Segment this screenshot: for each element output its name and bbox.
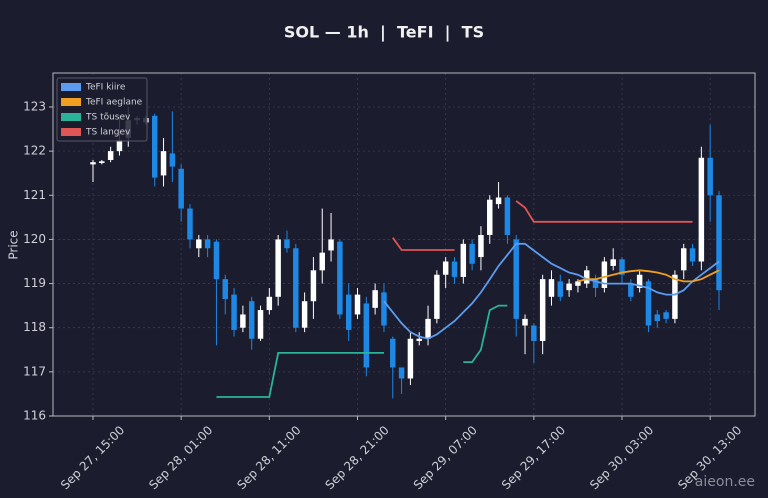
candle-body bbox=[222, 279, 228, 300]
candle-body bbox=[636, 274, 643, 288]
candle-body bbox=[610, 259, 616, 266]
candle-body bbox=[434, 274, 440, 319]
candle-body bbox=[363, 303, 370, 368]
candle-body bbox=[407, 338, 414, 379]
y-axis-label: Price bbox=[7, 230, 21, 259]
candle-body bbox=[698, 157, 705, 262]
candle-body bbox=[663, 312, 669, 319]
candle-body bbox=[398, 367, 405, 379]
indicator-line bbox=[216, 304, 508, 398]
legend-label: TS tõusev bbox=[85, 113, 131, 123]
legend-swatch bbox=[61, 83, 81, 91]
candle-body bbox=[248, 301, 255, 339]
candle-body bbox=[310, 270, 317, 302]
y-tick-label: 118 bbox=[23, 320, 46, 334]
legend: TeFI kiire TeFI aeglane TS tõusev TS langev bbox=[56, 77, 148, 142]
candle-body bbox=[116, 140, 123, 152]
candle-body bbox=[548, 279, 555, 297]
y-tick-label: 119 bbox=[23, 276, 46, 290]
legend-box bbox=[56, 77, 148, 142]
candle-body bbox=[240, 314, 246, 328]
candle-body bbox=[187, 208, 193, 240]
candle-body bbox=[319, 252, 325, 271]
candle-body bbox=[689, 248, 696, 262]
y-tick-label: 116 bbox=[23, 409, 46, 423]
candle-body bbox=[495, 197, 502, 205]
candle-body bbox=[451, 261, 458, 277]
candle-body bbox=[425, 318, 431, 339]
candle-body bbox=[716, 195, 722, 291]
candle-body bbox=[390, 338, 396, 368]
indicator-line bbox=[577, 269, 720, 283]
chart-title: SOL — 1h | TeFI | TS bbox=[284, 23, 484, 43]
legend-swatch bbox=[61, 128, 81, 136]
indicator-line bbox=[383, 242, 720, 340]
candle-body bbox=[592, 279, 599, 288]
candle-body bbox=[654, 314, 661, 322]
candle-body bbox=[275, 239, 281, 297]
candle-body bbox=[628, 283, 634, 297]
candle-body bbox=[575, 281, 581, 286]
candle-body bbox=[345, 294, 352, 330]
legend-label: TS langev bbox=[85, 128, 131, 138]
candle-body bbox=[442, 261, 449, 275]
candle-body bbox=[160, 151, 167, 176]
legend-label: TeFI aeglane bbox=[85, 98, 143, 108]
candle-body bbox=[460, 243, 467, 277]
plot-frame bbox=[52, 72, 756, 417]
candle-body bbox=[557, 281, 564, 297]
y-tick-label: 117 bbox=[23, 364, 46, 378]
candle-body bbox=[539, 279, 546, 341]
candle-body bbox=[707, 157, 713, 196]
candle-body bbox=[601, 261, 608, 288]
candle-body bbox=[372, 290, 378, 308]
candle-body bbox=[504, 197, 511, 236]
candle-body bbox=[151, 115, 158, 178]
candle-body bbox=[619, 259, 625, 275]
y-tick-label: 120 bbox=[23, 232, 46, 246]
candle-body bbox=[328, 239, 334, 251]
candle-body bbox=[169, 153, 176, 167]
y-tick-label: 123 bbox=[23, 99, 46, 113]
candle-body bbox=[487, 199, 493, 236]
candle-body bbox=[337, 241, 343, 315]
watermark: aieon.ee bbox=[695, 474, 755, 490]
candle-body bbox=[213, 241, 220, 280]
candle-body bbox=[90, 162, 96, 165]
candle-body bbox=[196, 239, 202, 249]
candle-body bbox=[301, 301, 308, 328]
candle-body bbox=[469, 243, 475, 264]
candle-body bbox=[680, 248, 687, 271]
candle-body bbox=[178, 168, 184, 209]
y-tick-label: 121 bbox=[23, 188, 46, 202]
candle-body bbox=[266, 296, 273, 311]
candle-body bbox=[513, 239, 519, 319]
candle-body bbox=[672, 274, 678, 319]
candle-body bbox=[416, 338, 422, 341]
candle-body bbox=[566, 283, 572, 291]
candle-body bbox=[284, 239, 290, 249]
candle-body bbox=[231, 294, 237, 330]
candle-body bbox=[204, 239, 211, 249]
indicator-line bbox=[392, 200, 693, 251]
candle-body bbox=[99, 161, 105, 164]
candle-body bbox=[257, 310, 264, 339]
y-tick-label: 122 bbox=[23, 144, 46, 158]
candle-body bbox=[293, 248, 299, 328]
candle-body bbox=[107, 151, 114, 160]
candle-body bbox=[522, 318, 528, 326]
legend-label: TeFI kiire bbox=[85, 83, 126, 93]
candle-body bbox=[381, 292, 387, 326]
legend-swatch bbox=[61, 98, 81, 106]
legend-swatch bbox=[61, 113, 81, 121]
candle-body bbox=[531, 325, 537, 341]
candle-body bbox=[478, 235, 484, 258]
candle-body bbox=[645, 281, 652, 326]
candle-body bbox=[584, 270, 590, 284]
candle-body bbox=[354, 294, 361, 315]
